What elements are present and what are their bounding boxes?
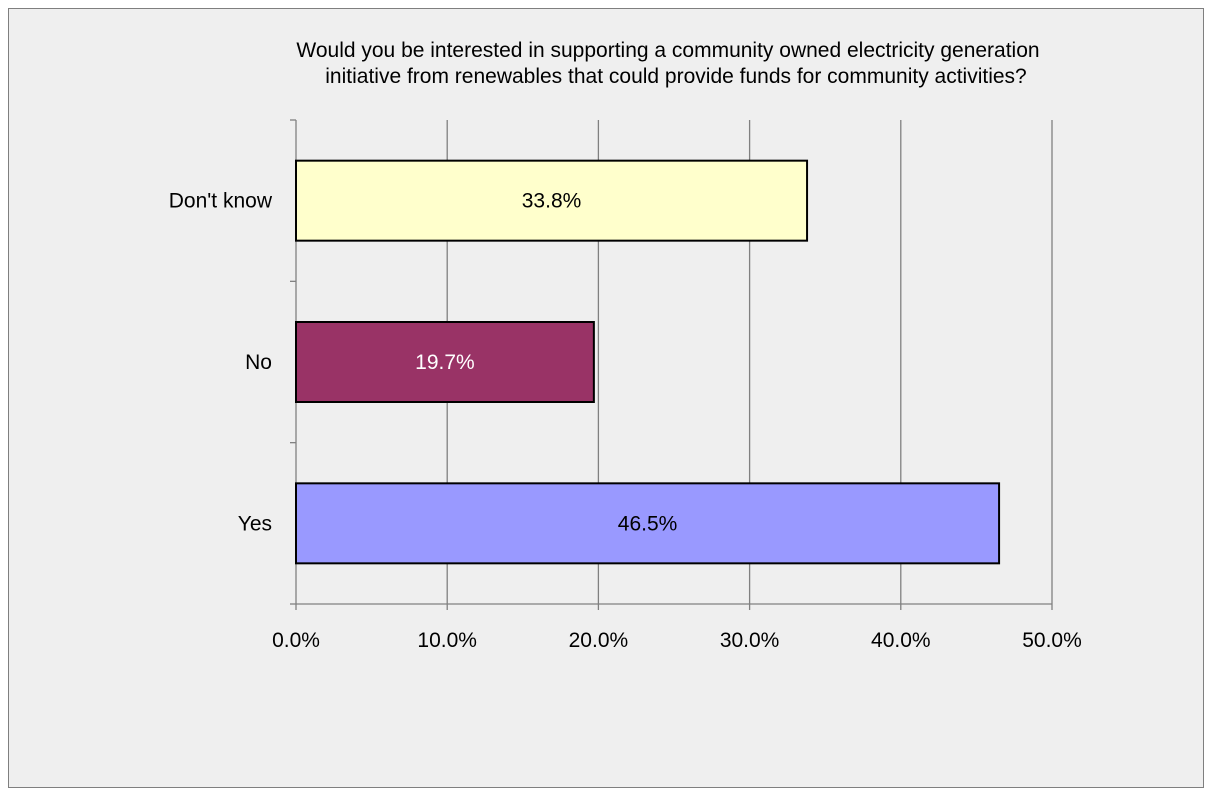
- bar: [295, 159, 809, 242]
- category-label: No: [245, 351, 272, 374]
- bar: [295, 321, 595, 403]
- chart-title: Would you be interested in supporting a …: [0, 38, 1206, 90]
- category-label: Don't know: [169, 190, 273, 213]
- x-tick-label: 30.0%: [720, 629, 780, 652]
- chart-title-line-2: initiative from renewables that could pr…: [325, 65, 1027, 88]
- chart-area: [8, 8, 1204, 788]
- data-label: 46.5%: [618, 512, 678, 535]
- chart-title-line-1: Would you be interested in supporting a …: [296, 39, 1040, 62]
- data-label: 19.7%: [415, 351, 475, 374]
- x-tick-label: 0.0%: [272, 629, 320, 652]
- x-tick-label: 20.0%: [569, 629, 629, 652]
- x-tick-label: 40.0%: [871, 629, 931, 652]
- data-label: 33.8%: [522, 190, 582, 213]
- x-tick-label: 10.0%: [417, 629, 477, 652]
- category-label: Yes: [238, 512, 272, 535]
- bar: [295, 482, 1001, 565]
- x-tick-label: 50.0%: [1022, 629, 1082, 652]
